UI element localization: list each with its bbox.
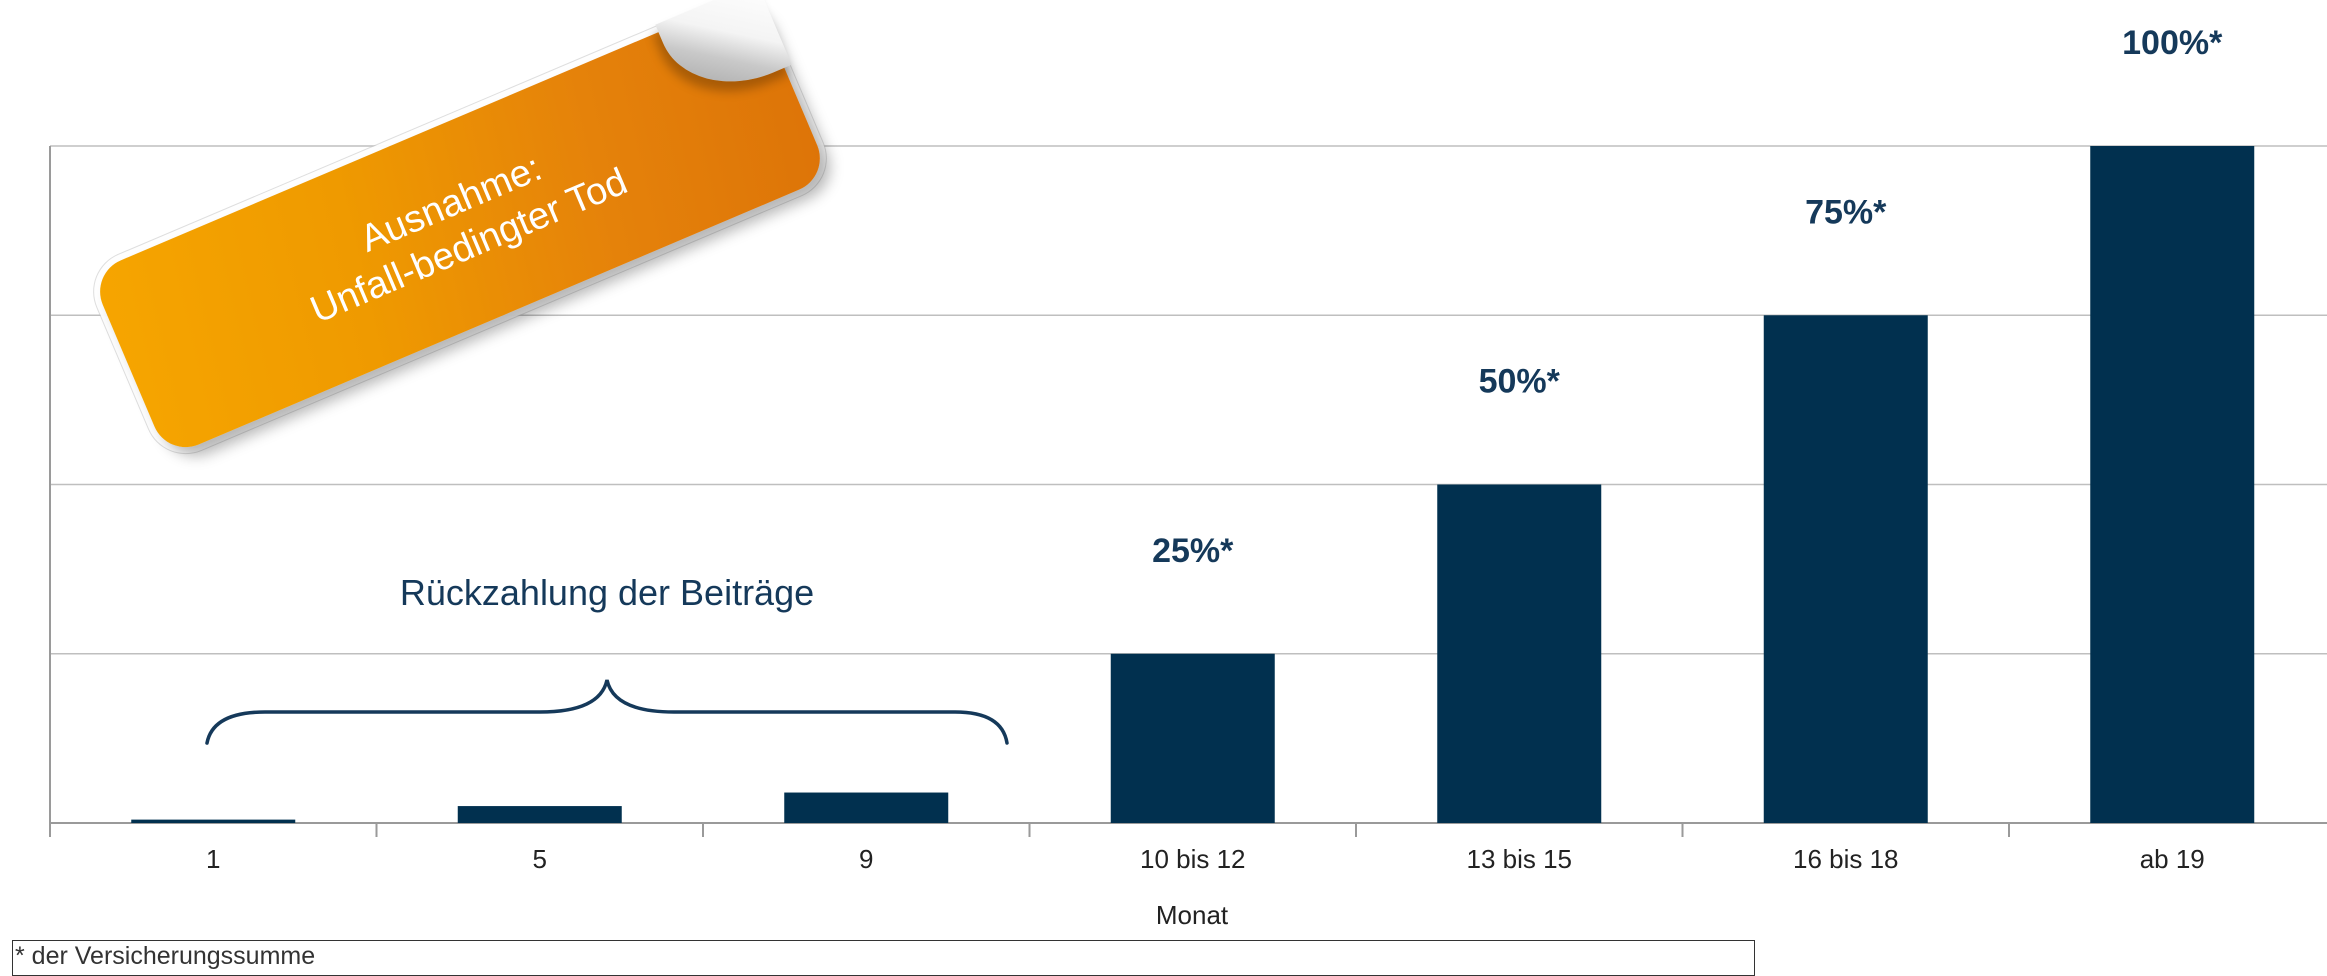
x-tick-label: 10 bis 12 [1140, 844, 1246, 874]
bar-5 [457, 806, 622, 823]
bar-13-bis-15 [1437, 484, 1602, 823]
footnote-box: * der Versicherungssumme [12, 940, 1755, 976]
curly-brace [205, 679, 1009, 745]
x-axis-title: Monat [1156, 900, 1229, 930]
bar-1 [131, 819, 296, 823]
data-labels: 25%* 50%* 75%* 100%* [1152, 24, 2223, 570]
x-axis: 1 5 9 10 bis 12 13 bis 15 16 bis 18 ab 19 [49, 823, 2205, 874]
sticker-curl [655, 0, 792, 108]
bar-9 [784, 792, 949, 823]
x-tick-label: 9 [859, 844, 873, 874]
bars [131, 146, 2255, 823]
x-tick-label: 5 [533, 844, 547, 874]
brace-annotation: Rückzahlung der Beiträge [205, 572, 1009, 745]
x-tick-label: ab 19 [2140, 844, 2205, 874]
data-label: 50%* [1479, 363, 1561, 401]
data-label: 75%* [1805, 193, 1887, 231]
x-tick-label: 1 [206, 844, 220, 874]
bar-16-bis-18 [1763, 315, 1928, 823]
brace-label: Rückzahlung der Beiträge [400, 572, 814, 613]
data-label: 25%* [1152, 532, 1234, 570]
data-label: 100%* [2122, 24, 2223, 62]
x-tick-label: 13 bis 15 [1466, 844, 1572, 874]
bar-ab-19 [2090, 146, 2255, 823]
x-tick-label: 16 bis 18 [1793, 844, 1899, 874]
bar-10-bis-12 [1110, 653, 1275, 823]
footnote-text: * der Versicherungssumme [15, 942, 316, 970]
